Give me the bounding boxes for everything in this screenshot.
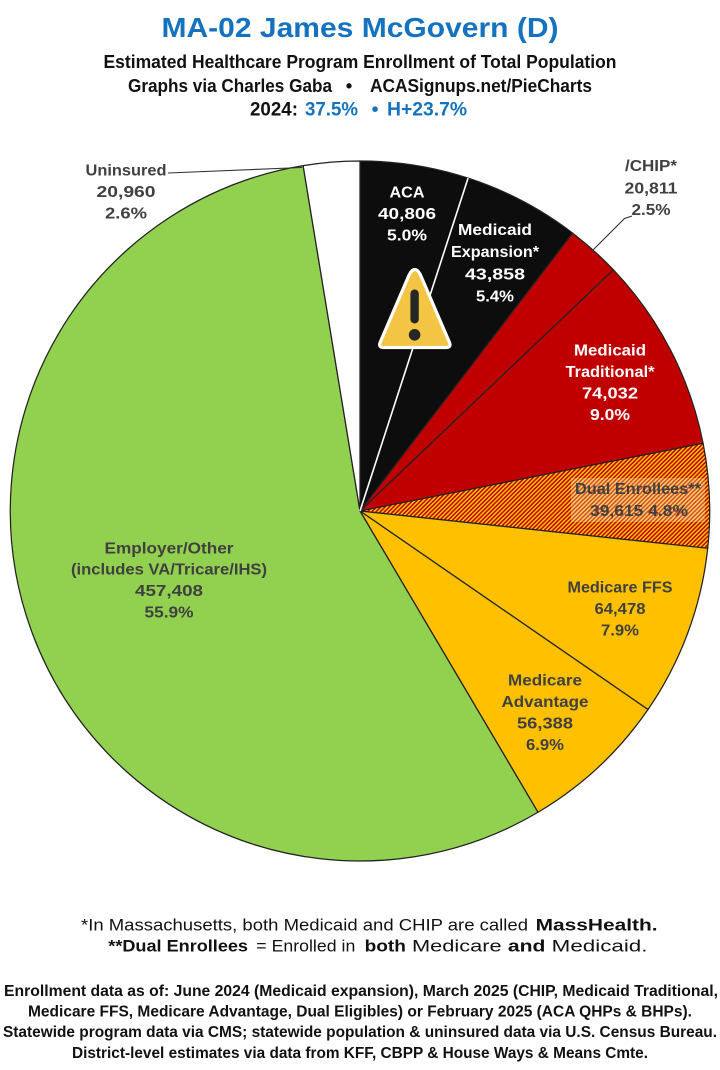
svg-text:2.6%: 2.6%	[105, 206, 147, 223]
svg-text:/CHIP*: /CHIP*	[625, 158, 678, 175]
svg-text:2024:: 2024:	[250, 99, 298, 121]
svg-text:MA-02 James McGovern (D): MA-02 James McGovern (D)	[162, 12, 559, 43]
svg-text:**Dual Enrollees: **Dual Enrollees	[108, 938, 248, 956]
svg-text:Medicaid.: Medicaid.	[552, 938, 648, 956]
svg-text:74,032: 74,032	[582, 386, 638, 403]
svg-text:20,811: 20,811	[625, 181, 678, 198]
svg-text:7.9%: 7.9%	[601, 623, 639, 640]
svg-text:Expansion*: Expansion*	[451, 244, 540, 261]
svg-text:Uninsured: Uninsured	[86, 163, 167, 180]
svg-text:Traditional*: Traditional*	[566, 364, 656, 381]
svg-text:both: both	[365, 938, 406, 956]
svg-text:Graphs via Charles Gaba: Graphs via Charles Gaba	[128, 75, 333, 96]
svg-text:457,408: 457,408	[135, 583, 203, 600]
svg-text:ACA: ACA	[390, 185, 425, 202]
svg-text:39,615 4.8%: 39,615 4.8%	[590, 503, 688, 520]
svg-text:•: •	[372, 99, 379, 121]
svg-text:Statewide program data via CMS: Statewide program data via CMS; statewid…	[3, 1024, 717, 1041]
svg-text:Medicaid: Medicaid	[574, 343, 646, 360]
svg-text:9.0%: 9.0%	[590, 407, 630, 424]
svg-text:37.5%: 37.5%	[305, 99, 358, 121]
svg-text:43,858: 43,858	[465, 267, 525, 284]
svg-text:•: •	[346, 75, 353, 96]
svg-text:District-level estimates via d: District-level estimates via data from K…	[72, 1045, 648, 1062]
svg-text:Employer/Other: Employer/Other	[105, 541, 234, 558]
svg-text:(includes VA/Tricare/IHS): (includes VA/Tricare/IHS)	[71, 562, 267, 579]
svg-text:5.0%: 5.0%	[387, 228, 427, 245]
svg-text:Medicare: Medicare	[508, 673, 582, 690]
svg-text:Medicare FFS: Medicare FFS	[568, 580, 673, 597]
svg-text:= Enrolled in: = Enrolled in	[256, 938, 355, 956]
svg-text:H+23.7%: H+23.7%	[387, 99, 467, 121]
svg-text:6.9%: 6.9%	[526, 737, 564, 754]
svg-text:20,960: 20,960	[97, 184, 156, 201]
svg-text:Medicare: Medicare	[412, 938, 502, 956]
svg-text:55.9%: 55.9%	[145, 605, 194, 622]
svg-text:5.4%: 5.4%	[476, 289, 514, 306]
svg-text:and: and	[508, 938, 546, 956]
svg-text:Medicaid: Medicaid	[458, 222, 532, 239]
svg-text:Estimated Healthcare Program E: Estimated Healthcare Program Enrollment …	[104, 51, 617, 72]
svg-text:2.5%: 2.5%	[632, 202, 671, 219]
svg-text:ACASignups.net/PieCharts: ACASignups.net/PieCharts	[370, 75, 592, 96]
svg-text:*In Massachusetts, both Medica: *In Massachusetts, both Medicaid and CHI…	[81, 917, 528, 935]
svg-text:Enrollment data as of: June 20: Enrollment data as of: June 2024 (Medica…	[4, 983, 718, 1000]
svg-text:Medicare FFS, Medicare Advanta: Medicare FFS, Medicare Advantage, Dual E…	[28, 1004, 692, 1021]
svg-text:MassHealth.: MassHealth.	[536, 917, 658, 935]
svg-text:Dual Enrollees**: Dual Enrollees**	[575, 481, 702, 498]
svg-text:40,806: 40,806	[378, 206, 436, 223]
svg-text:56,388: 56,388	[517, 716, 573, 733]
svg-text:Advantage: Advantage	[502, 694, 589, 711]
svg-text:64,478: 64,478	[595, 601, 646, 618]
